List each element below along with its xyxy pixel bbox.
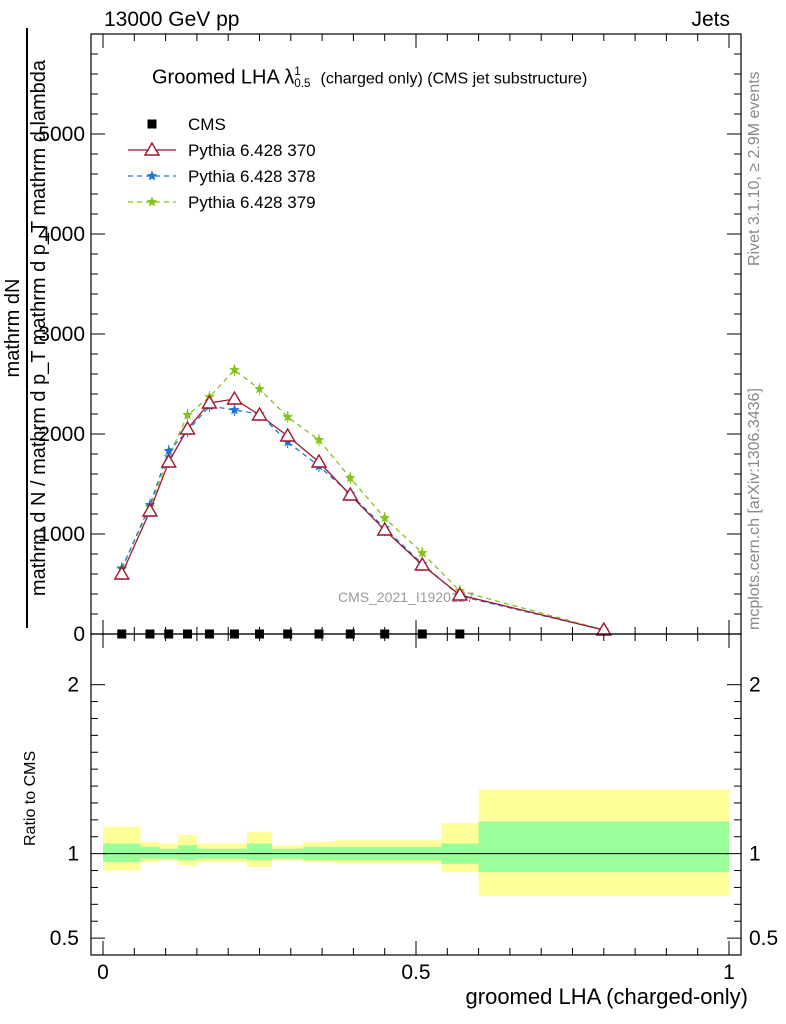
data-point (251, 406, 268, 421)
x-tick-label: 0.5 (401, 961, 430, 984)
data-point (451, 586, 469, 601)
data-point (141, 502, 159, 517)
data-point (201, 394, 218, 409)
y-tick-label: 5000 (38, 123, 85, 146)
stat-uncertainty-band (178, 845, 197, 861)
legend-marker (143, 141, 161, 156)
data-point (163, 445, 174, 456)
legend-label: Pythia 6.428 379 (188, 193, 316, 212)
data-point (417, 547, 428, 558)
data-point (254, 383, 265, 394)
ratio-tick-label-right: 0.5 (749, 927, 778, 950)
title-rest: (charged only) (CMS jet substructure) (320, 70, 588, 88)
y-tick-label: 1000 (38, 523, 85, 546)
data-point (345, 472, 356, 483)
energy-label: 13000 GeV pp (104, 8, 240, 31)
plot-title: Groomed LHA λ 1 0.5 (charged only) (CMS jet… (152, 66, 587, 90)
ratio-panel: 0 0.5 1 0.5 0.5 1 1 2 2 (50, 633, 778, 984)
series-line (121, 398, 604, 631)
title-sup: 1 (294, 65, 301, 78)
data-point (279, 427, 296, 442)
data-point (379, 512, 390, 523)
ratio-tick-label-right: 1 (749, 843, 761, 866)
stat-uncertainty-band (140, 846, 160, 859)
data-point (113, 565, 130, 580)
ratio-tick-label-left: 0.5 (50, 927, 79, 950)
title-main: Groomed LHA λ (152, 66, 295, 89)
data-point (313, 434, 325, 445)
y-tick-label: 3000 (38, 323, 85, 346)
ratio-tick-label-left: 2 (67, 674, 79, 697)
y-tick-label: 4000 (38, 223, 85, 246)
legend-label: Pythia 6.428 378 (188, 167, 316, 186)
data-point (182, 409, 193, 420)
x-tick-label: 0 (97, 961, 109, 984)
data-point (229, 404, 240, 415)
ratio-tick-label-left: 1 (67, 843, 79, 866)
x-axis-label: groomed LHA (charged-only) (465, 984, 748, 1009)
series-line (121, 369, 604, 631)
data-point (226, 390, 243, 405)
x-tick-label: 1 (723, 961, 735, 984)
data-point (160, 453, 177, 468)
legend-marker (147, 119, 157, 129)
stat-uncertainty-band (478, 821, 729, 873)
data-point (179, 420, 196, 435)
legend-label: CMS (188, 115, 226, 134)
analysis-watermark: CMS_2021_I1920187 (338, 589, 475, 605)
stat-uncertainty-band (246, 843, 273, 861)
main-panel: 0 1000 2000 3000 4000 5000 (38, 33, 742, 646)
legend-label: Pythia 6.428 370 (188, 141, 316, 160)
data-point (376, 521, 393, 536)
process-label: Jets (691, 8, 730, 31)
y-tick-label: 2000 (38, 423, 85, 446)
data-point (282, 411, 293, 422)
ratio-tick-label-right: 2 (749, 674, 761, 697)
data-point (310, 453, 328, 468)
data-point (342, 486, 359, 501)
data-point (229, 364, 240, 375)
legend: CMS Pythia 6.428 370 Pythia 6.428 378 Pythi… (128, 115, 316, 212)
y-tick-label: 0 (73, 623, 85, 646)
title-sub: 0.5 (294, 77, 311, 90)
legend-marker (146, 170, 158, 181)
stat-uncertainty-band (103, 843, 141, 863)
series-line (121, 405, 604, 631)
data-point (414, 556, 431, 571)
legend-marker (146, 196, 158, 207)
